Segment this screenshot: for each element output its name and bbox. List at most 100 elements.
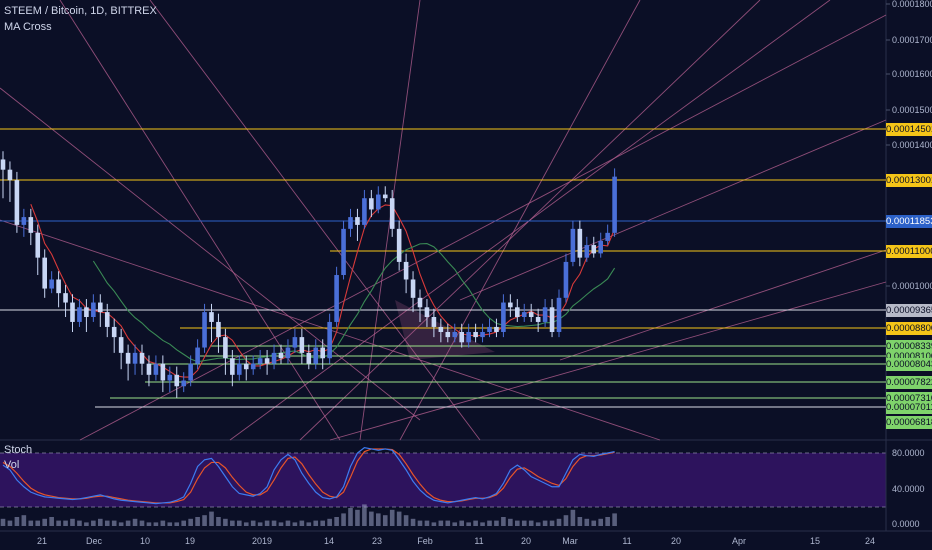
trendline [59, 0, 341, 441]
price-label: 0.00009365 [886, 304, 932, 317]
candle-body [195, 347, 200, 364]
volume-bar [528, 520, 534, 526]
volume-bar [515, 520, 520, 526]
candle-body [63, 293, 68, 303]
candle-body [111, 326, 117, 338]
volume-bar [278, 522, 284, 526]
candle-body [0, 159, 6, 170]
price-tick-label: 0.00018000 [892, 0, 932, 9]
time-tick-label: 20 [521, 536, 531, 546]
price-label: 0.00014501 [886, 123, 932, 136]
candle-body [480, 331, 485, 338]
volume-bar [285, 520, 291, 526]
price-label: 0.00011000 [886, 245, 932, 258]
volume-bar [49, 517, 54, 526]
volume-bar [431, 522, 437, 526]
volume-bar [605, 517, 610, 526]
volume-bar [174, 522, 180, 526]
candle-body [494, 326, 499, 332]
volume-bar [299, 520, 305, 526]
volume-bar [445, 520, 451, 526]
stoch-tick-label: 0.0000 [892, 519, 920, 529]
candle-body [160, 363, 166, 381]
time-tick-label: Dec [86, 536, 103, 546]
volume-bar [14, 517, 20, 526]
candle-body [28, 217, 34, 233]
volume-bar [188, 518, 193, 526]
price-tick-label: 0.00015000 [892, 105, 932, 115]
trendline [0, 87, 421, 421]
candle-body [243, 363, 249, 370]
volume-bar [459, 520, 464, 526]
candle-body [118, 337, 124, 353]
candles [0, 151, 617, 398]
volume-bar [237, 520, 242, 526]
candle-body [278, 352, 284, 359]
candle-body [487, 326, 492, 332]
candle-body [362, 198, 367, 225]
volume-bar [598, 518, 603, 526]
volume-bar [563, 515, 569, 526]
candle-body [417, 297, 423, 308]
candle-body [174, 374, 180, 387]
trendline [329, 281, 887, 441]
trendline [149, 0, 481, 441]
time-tick-label: 14 [324, 536, 334, 546]
volume-bar [376, 513, 381, 526]
time-tick-label: 20 [671, 536, 681, 546]
candle-body [473, 331, 478, 338]
volume-bar [216, 517, 221, 526]
volume-bar [146, 522, 152, 526]
candle-body [313, 347, 319, 364]
volume-bar [389, 509, 395, 526]
candle-body [139, 352, 145, 364]
volume-bar [487, 520, 492, 526]
volume-bar [7, 520, 13, 526]
stoch-tick-label: 40.0000 [892, 484, 925, 494]
volume-bar [77, 520, 82, 526]
candle-body [535, 317, 541, 322]
candle-body [271, 352, 277, 364]
candle-body [91, 302, 96, 318]
candle-body [563, 261, 569, 298]
volume-bar [452, 522, 458, 526]
candle-body [515, 307, 520, 318]
price-label: 0.00006818 [886, 416, 932, 429]
volume-bar [139, 520, 145, 526]
volume-bar [535, 522, 541, 526]
vol-label[interactable]: Vol [4, 459, 20, 471]
price-label: 0.00007011 [886, 401, 932, 414]
price-label: 0.00013001 [886, 174, 932, 187]
time-tick-label: 10 [140, 536, 150, 546]
time-tick-label: Mar [562, 536, 578, 546]
volume-bar [424, 520, 430, 526]
candle-body [42, 257, 47, 289]
candle-body [167, 374, 173, 381]
time-tick-label: 2019 [252, 536, 272, 546]
volume-bar [584, 518, 590, 526]
stoch-axis: 80.0000 40.0000 0.0000 [892, 448, 925, 529]
price-tick-label: 0.00010000 [892, 281, 932, 291]
volume-bar [209, 511, 214, 526]
volume-bar [250, 520, 256, 526]
candle-body [396, 228, 402, 262]
stoch-label[interactable]: Stoch [4, 444, 33, 456]
volume-bar [577, 517, 583, 526]
volume-bar [521, 520, 527, 526]
candle-body [431, 317, 437, 327]
volume-bar [313, 520, 319, 526]
time-tick-label: 15 [810, 536, 820, 546]
volume-bar [403, 515, 409, 526]
volume-bar [348, 508, 353, 526]
volume-bar [320, 520, 325, 526]
volume-bar [132, 518, 138, 526]
volume-bar [84, 522, 89, 526]
candle-body [549, 307, 555, 332]
volume-bar [271, 520, 277, 526]
candle-body [181, 380, 186, 387]
indicator-label[interactable]: MA Cross [4, 21, 52, 33]
volume-bar [473, 520, 478, 526]
volume-bar [264, 520, 270, 526]
candle-body [70, 302, 75, 322]
